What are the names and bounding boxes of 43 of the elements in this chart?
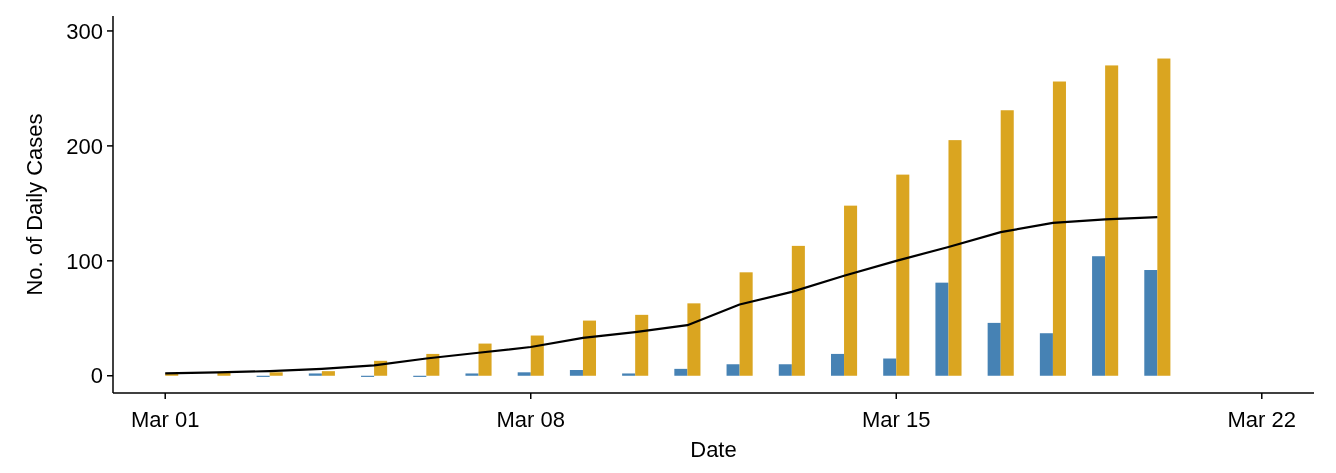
bar bbox=[844, 205, 858, 376]
bar bbox=[778, 364, 792, 376]
bar bbox=[426, 353, 440, 376]
bar bbox=[739, 272, 753, 376]
bar bbox=[1039, 333, 1053, 376]
bar bbox=[830, 353, 845, 376]
bar bbox=[726, 364, 740, 376]
bar bbox=[478, 343, 492, 376]
x-tick-label: Mar 15 bbox=[862, 407, 931, 432]
y-axis-title: No. of Daily Cases bbox=[22, 113, 47, 296]
bar bbox=[269, 372, 283, 376]
bar bbox=[791, 245, 805, 376]
line-series bbox=[164, 216, 1159, 375]
y-tick-label: 0 bbox=[90, 363, 103, 389]
bar bbox=[1144, 270, 1158, 376]
bar bbox=[465, 373, 479, 376]
x-tick-label: Mar 22 bbox=[1227, 407, 1297, 432]
bar bbox=[582, 320, 597, 376]
x-tick-label: Mar 08 bbox=[496, 407, 565, 432]
x-tick-label: Mar 01 bbox=[130, 407, 200, 432]
bar bbox=[569, 370, 583, 376]
bar bbox=[321, 371, 335, 376]
bar bbox=[987, 322, 1001, 376]
y-tick-label: 100 bbox=[66, 248, 103, 274]
y-tick-label: 200 bbox=[66, 133, 103, 159]
bar bbox=[517, 372, 531, 376]
bar bbox=[635, 314, 649, 376]
bar bbox=[1052, 81, 1066, 376]
x-axis-title: Date bbox=[690, 437, 737, 462]
bar bbox=[1000, 110, 1014, 376]
y-tick-label: 300 bbox=[66, 18, 103, 44]
bar bbox=[948, 140, 962, 376]
bar bbox=[622, 373, 636, 376]
bar bbox=[896, 174, 910, 376]
bar bbox=[308, 373, 322, 376]
bar bbox=[1092, 256, 1106, 376]
bar bbox=[1105, 65, 1119, 376]
bar bbox=[674, 368, 688, 376]
bar bbox=[935, 282, 949, 376]
bar bbox=[530, 335, 544, 376]
bar bbox=[1157, 58, 1171, 376]
bar bbox=[687, 303, 701, 376]
bar bbox=[883, 358, 897, 376]
